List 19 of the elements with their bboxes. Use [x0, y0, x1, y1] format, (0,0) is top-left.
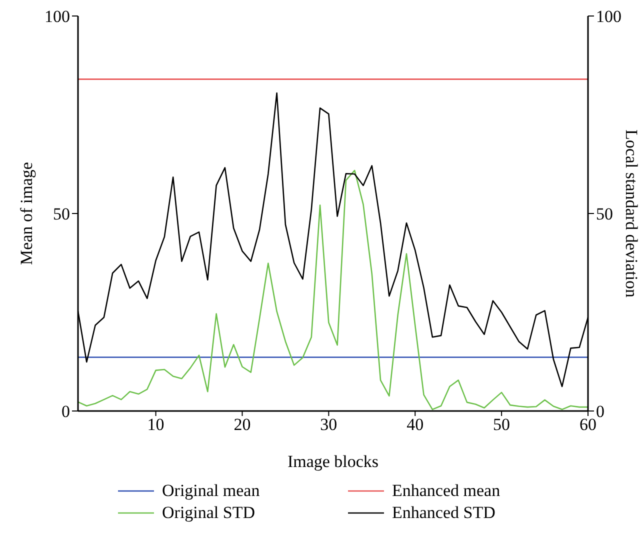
x-axis-title: Image blocks: [287, 452, 379, 471]
legend-label: Enhanced STD: [392, 503, 496, 523]
y2-tick-label: 100: [596, 7, 622, 26]
x-tick-label: 20: [234, 415, 251, 434]
y2-tick-label: 0: [596, 402, 604, 422]
legend-label: Original STD: [162, 503, 256, 523]
y2-tick-label: 50: [596, 204, 613, 224]
x-tick-label: 30: [320, 415, 338, 434]
x-tick-label: 60: [580, 415, 596, 434]
x-tick-label: 50: [493, 415, 510, 434]
y2-axis-title: Local standard deviation: [622, 129, 641, 298]
y-tick-label: 0: [62, 402, 70, 422]
legend-label: Enhanced mean: [392, 481, 500, 501]
y-axis-title: Mean of image: [17, 162, 36, 265]
y-tick-label: 50: [53, 204, 70, 224]
legend-label: Original mean: [162, 481, 260, 501]
x-tick-label: 10: [147, 415, 164, 434]
x-tick-label: 40: [406, 415, 424, 434]
y-tick-label: 100: [44, 7, 70, 26]
